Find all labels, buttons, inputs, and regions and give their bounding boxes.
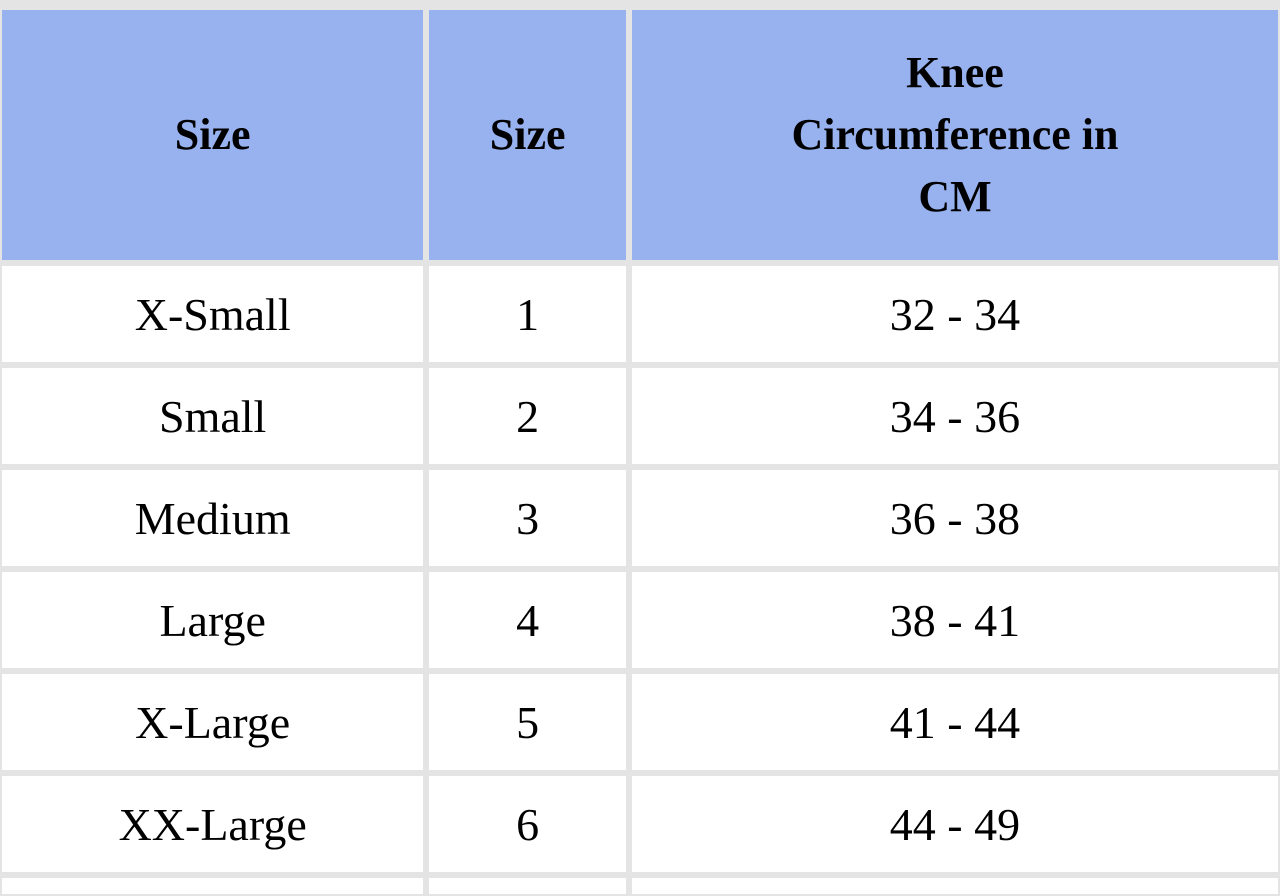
cell-size-number: 6	[429, 776, 626, 872]
cell-circumference: 41 - 44	[631, 674, 1278, 770]
cell-circumference: 34 - 36	[631, 368, 1278, 464]
cell-size-name: Large	[2, 572, 424, 668]
table-row: X-Small 1 32 - 34	[2, 266, 1278, 362]
cell-size-name: Small	[2, 368, 424, 464]
table-row: X-Large 5 41 - 44	[2, 674, 1278, 770]
cell-size-number: 4	[429, 572, 626, 668]
header-knee-circumference-label: Knee Circumference in CM	[791, 48, 1119, 221]
header-knee-circumference: Knee Circumference in CM	[631, 10, 1278, 260]
cell-size-number: 1	[429, 266, 626, 362]
table-row: XX-Large 6 44 - 49	[2, 776, 1278, 872]
header-size-number: Size	[429, 10, 626, 260]
cell-empty	[631, 878, 1278, 894]
cell-size-number: 3	[429, 470, 626, 566]
cell-empty	[429, 878, 626, 894]
table-row: Large 4 38 - 41	[2, 572, 1278, 668]
cell-circumference: 36 - 38	[631, 470, 1278, 566]
size-table: Size Size Knee Circumference in CM X-Sma…	[0, 4, 1280, 896]
table-row-partial	[2, 878, 1278, 894]
cell-size-number: 2	[429, 368, 626, 464]
cell-size-name: Medium	[2, 470, 424, 566]
cell-size-name: X-Large	[2, 674, 424, 770]
cell-size-name: X-Small	[2, 266, 424, 362]
table-header-row: Size Size Knee Circumference in CM	[2, 10, 1278, 260]
cell-empty	[2, 878, 424, 894]
cell-circumference: 44 - 49	[631, 776, 1278, 872]
table-row: Medium 3 36 - 38	[2, 470, 1278, 566]
cell-size-number: 5	[429, 674, 626, 770]
cell-size-name: XX-Large	[2, 776, 424, 872]
cell-circumference: 32 - 34	[631, 266, 1278, 362]
header-size-name: Size	[2, 10, 424, 260]
table-row: Small 2 34 - 36	[2, 368, 1278, 464]
cell-circumference: 38 - 41	[631, 572, 1278, 668]
